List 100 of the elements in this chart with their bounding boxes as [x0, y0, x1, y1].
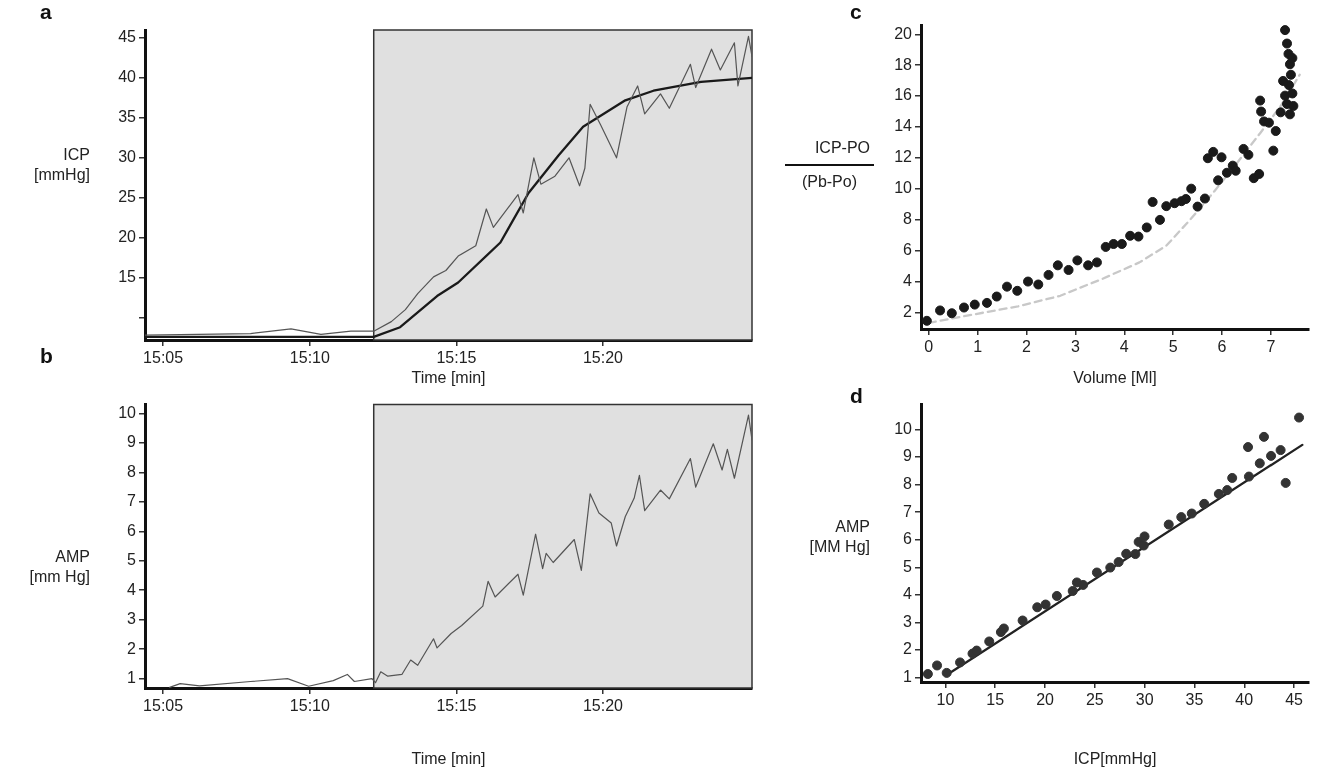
x-tick-label: 15 [986, 691, 1005, 709]
x-tick-label: 2 [1022, 338, 1032, 356]
point [1067, 586, 1078, 596]
y-tick-label: 2 [903, 302, 913, 320]
x-tick-label: 20 [1036, 691, 1055, 709]
y-tick-label: 35 [118, 108, 137, 126]
point [1254, 458, 1265, 469]
x-tick-label: 15:05 [143, 349, 184, 367]
x-tick-label: 15:05 [143, 697, 184, 715]
y-axis-title: AMP [MM Hg] [809, 517, 870, 557]
chart-title: b [40, 344, 53, 368]
chart-title: d [850, 384, 863, 408]
y-tick-label: 2 [903, 640, 913, 658]
point [1280, 477, 1291, 488]
x-tick-label: 0 [924, 338, 934, 356]
x-tick-label: 4 [1119, 338, 1129, 356]
x-tick-label: 15:10 [289, 697, 330, 715]
point [922, 669, 933, 679]
point [1243, 442, 1254, 453]
x-tick-label: 15:10 [289, 349, 330, 367]
y-tick-label: 8 [903, 474, 913, 492]
y-tick-label: 5 [903, 557, 913, 575]
point [1091, 567, 1102, 578]
y-tick-label: 9 [127, 433, 137, 451]
y-tick-label: 4 [903, 271, 913, 289]
y-tick-label: 4 [903, 585, 913, 603]
point [1051, 590, 1062, 601]
y-tick-label: 6 [903, 241, 913, 259]
point [955, 657, 966, 668]
point [971, 645, 982, 656]
y-tick-label: 25 [118, 188, 137, 206]
point [1040, 599, 1051, 610]
x-tick-label: 10 [936, 691, 955, 709]
x-axis-title: Volume [Ml] [1073, 368, 1157, 386]
point [1163, 519, 1174, 530]
y-tick-label: 6 [903, 530, 913, 548]
point [1258, 431, 1269, 442]
x-tick-label: 15:20 [582, 349, 624, 367]
x-axis-title: Time [min] [411, 368, 486, 386]
point [1113, 557, 1124, 568]
y-tick-label: 2 [127, 639, 137, 657]
point [984, 636, 995, 647]
point [1266, 450, 1277, 461]
point [1275, 445, 1286, 456]
y-tick-label: 20 [894, 24, 913, 42]
x-tick-label: 1 [973, 338, 983, 356]
point [998, 623, 1009, 634]
x-tick-label: 25 [1085, 691, 1104, 709]
point [1130, 549, 1141, 560]
point [1017, 615, 1028, 626]
x-axis-title: ICP[mmHg] [1073, 749, 1157, 767]
y-tick-label: 14 [894, 117, 913, 135]
point [1176, 512, 1187, 523]
point [1139, 531, 1150, 542]
x-tick-label: 5 [1168, 338, 1178, 356]
y-tick-label: 10 [894, 419, 913, 437]
y-tick-label: 8 [127, 462, 137, 480]
y-tick-label: 3 [903, 612, 913, 630]
y-tick-label: 12 [894, 148, 913, 166]
point [1243, 471, 1254, 482]
y-tick-label: 10 [118, 403, 137, 421]
y-axis-title: AMP [mm Hg] [29, 547, 90, 587]
point [1294, 412, 1305, 423]
x-tick-label: 15:15 [436, 349, 477, 367]
x-tick-label: 30 [1135, 691, 1154, 709]
x-tick-label: 7 [1266, 338, 1276, 356]
x-tick-label: 35 [1185, 691, 1204, 709]
point [1078, 579, 1089, 590]
x-tick-label: 45 [1285, 691, 1304, 709]
y-tick-label: 7 [903, 502, 913, 520]
y-tick-label: 45 [118, 28, 137, 46]
point [1199, 498, 1210, 509]
x-tick-label: 6 [1217, 338, 1227, 356]
y-tick-label: 18 [894, 55, 913, 73]
point [1032, 602, 1043, 613]
y-axis-title: ICP-PO (Pb-Po) [800, 138, 871, 192]
x-tick-label: 15:20 [582, 697, 624, 715]
x-tick-label: 3 [1070, 338, 1080, 356]
y-tick-label: 30 [118, 148, 137, 166]
point [1222, 485, 1233, 496]
y-tick-label: 40 [118, 68, 137, 86]
y-tick-label: 10 [894, 179, 913, 197]
point [932, 660, 943, 671]
x-axis-title: Time [min] [411, 749, 486, 767]
x-tick-label: 15:15 [436, 697, 477, 715]
y-tick-label: 15 [118, 268, 137, 286]
point [1186, 508, 1197, 519]
y-tick-label: 4 [127, 580, 137, 598]
y-tick-label: 20 [118, 228, 137, 246]
y-tick-label: 8 [903, 210, 913, 228]
point [1105, 562, 1116, 573]
y-tick-label: 1 [903, 667, 913, 685]
point [1213, 488, 1224, 499]
chart-title: c [850, 0, 862, 24]
point [1227, 472, 1238, 483]
y-tick-label: 6 [127, 521, 137, 539]
point [1138, 540, 1149, 551]
y-axis-title: ICP [mmHg] [34, 145, 90, 185]
point [941, 667, 952, 678]
y-tick-label: 3 [127, 610, 137, 628]
